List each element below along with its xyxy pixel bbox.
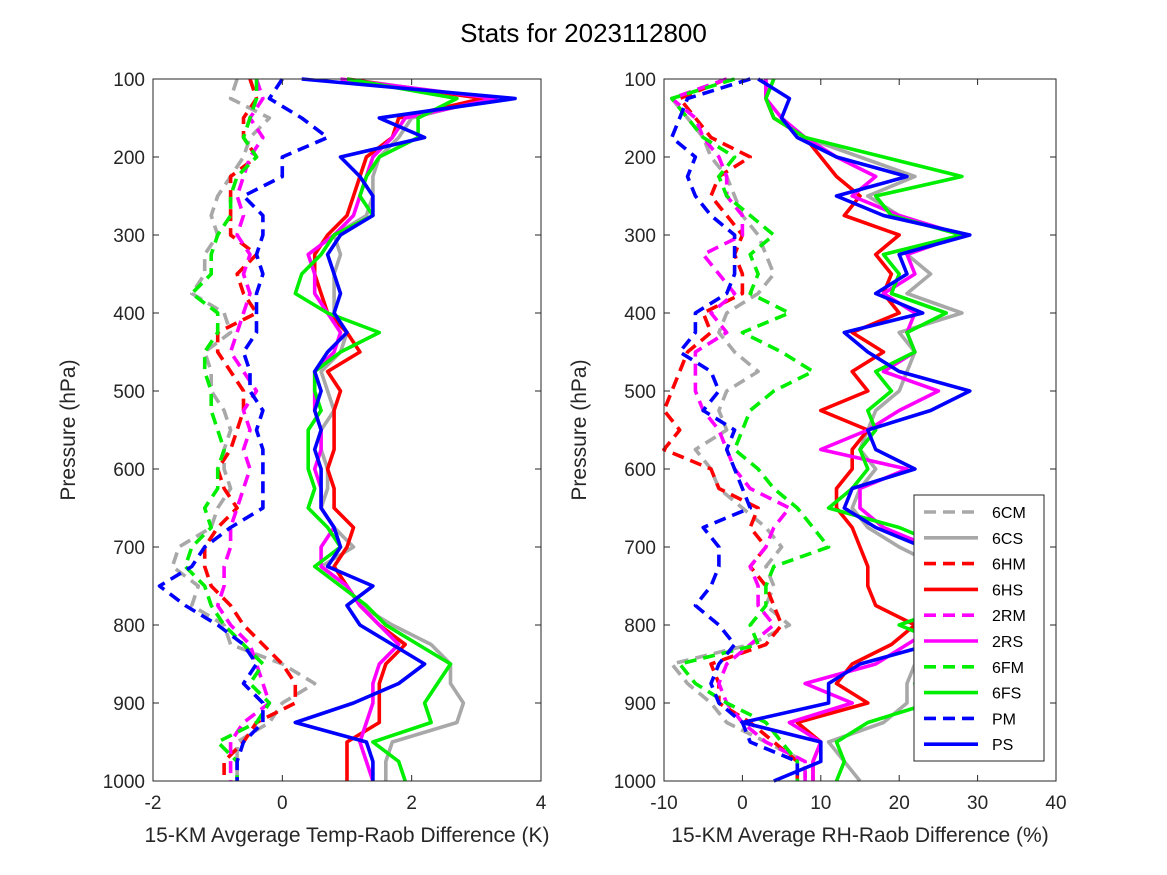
x-axis-label: 15-KM Avgerage Temp-Raob Difference (K) <box>144 824 549 847</box>
y-tick-label: 600 <box>113 460 145 481</box>
series-line-ps <box>740 77 972 783</box>
y-tick-label: 500 <box>113 382 145 403</box>
series-line-6cm <box>669 77 807 781</box>
series-line-2rs <box>306 77 498 782</box>
y-tick-label: 400 <box>624 304 656 325</box>
legend-label-6hs: 6HS <box>992 582 1023 599</box>
series-line-6hs <box>312 77 485 781</box>
legend-label-ps: PS <box>992 737 1013 754</box>
series-line-pm <box>669 77 800 781</box>
x-tick-label: -2 <box>145 793 162 814</box>
series-line-6cm <box>170 78 317 781</box>
legend-label-2rs: 2RS <box>992 634 1023 651</box>
y-tick-label: 1000 <box>103 772 145 793</box>
panel-1: -2 0 2 4 100 200 300 400 500 600 700 800 900 1000 15-K… <box>57 70 550 847</box>
y-tick-label: 1000 <box>614 772 656 793</box>
y-tick-label: 900 <box>624 694 656 715</box>
y-tick-label: 200 <box>624 148 656 169</box>
series-line-6hm <box>662 77 800 781</box>
legend-label-pm: PM <box>992 711 1016 728</box>
y-tick-label: 800 <box>624 616 656 637</box>
x-tick-label: 40 <box>1045 793 1066 814</box>
y-tick-label: 400 <box>113 304 145 325</box>
y-tick-label: 500 <box>624 382 656 403</box>
series-line-6cs <box>319 77 492 781</box>
x-tick-label: -10 <box>650 793 677 814</box>
y-tick-label: 600 <box>624 460 656 481</box>
y-tick-label: 200 <box>113 148 145 169</box>
series-line-2rm <box>215 78 272 781</box>
x-tick-label: 0 <box>737 793 748 814</box>
axes-box <box>663 78 1057 782</box>
y-axis-label: Pressure (hPa) <box>568 359 591 500</box>
y-tick-label: 700 <box>624 538 656 559</box>
x-axis-label: 15-KM Average RH-Raob Difference (%) <box>671 824 1048 847</box>
x-tick-label: 10 <box>810 793 831 814</box>
figure-title: Stats for 2023112800 <box>460 18 707 48</box>
y-tick-label: 300 <box>113 226 145 247</box>
y-tick-label: 100 <box>113 70 145 91</box>
legend-label-6hm: 6HM <box>992 557 1026 574</box>
series-line-2rm <box>669 77 807 781</box>
legend-box <box>913 494 1045 762</box>
y-tick-label: 100 <box>624 70 656 91</box>
series-line-pm <box>157 78 330 781</box>
x-tick-label: 2 <box>406 793 417 814</box>
series-line-6fm <box>669 77 831 781</box>
x-tick-label: 30 <box>967 793 988 814</box>
x-tick-label: 20 <box>889 793 910 814</box>
series-line-6hm <box>202 78 298 781</box>
x-tick-label: 4 <box>536 793 547 814</box>
legend-label-6fm: 6FM <box>992 660 1024 677</box>
legend: 6CM 6CS 6HM 6HS 2RM 2RS 6FM 6FS PM PS <box>913 494 1045 762</box>
legend-label-6fs: 6FS <box>992 686 1021 703</box>
legend-label-6cm: 6CM <box>992 505 1026 522</box>
series-line-6fs <box>293 77 459 782</box>
legend-label-6cs: 6CS <box>992 531 1023 548</box>
x-tick-label: 0 <box>277 793 288 814</box>
axes-box <box>152 78 542 782</box>
y-tick-label: 300 <box>624 226 656 247</box>
y-tick-label: 900 <box>113 694 145 715</box>
series-line-ps <box>293 77 517 781</box>
legend-label-2rm: 2RM <box>992 608 1026 625</box>
y-axis-label: Pressure (hPa) <box>57 359 80 500</box>
y-tick-label: 800 <box>113 616 145 637</box>
y-tick-label: 700 <box>113 538 145 559</box>
